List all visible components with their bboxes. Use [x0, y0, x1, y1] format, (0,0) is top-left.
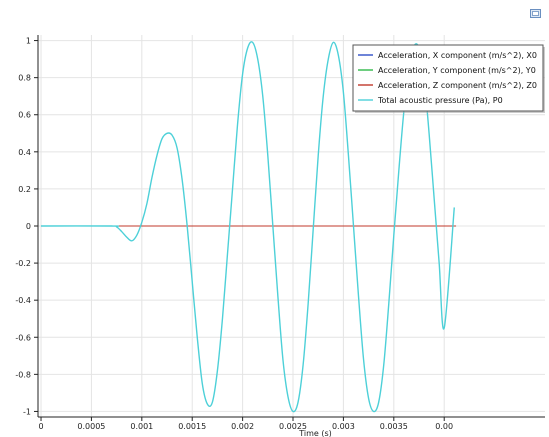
x-tick-label: 0.0035 [380, 422, 408, 431]
legend[interactable]: Acceleration, X component (m/s^2), X0 Acc… [352, 44, 545, 113]
x-axis-title: Time (s) [298, 429, 332, 437]
x-tick-label: 0.0005 [77, 422, 105, 431]
x-tick-label: 0.001 [130, 422, 153, 431]
x-tick-label: 0.0015 [178, 422, 206, 431]
y-tick-label: 0.8 [18, 74, 31, 83]
y-tick-label: 0.6 [18, 111, 31, 120]
x-tick-label: 0.00 [435, 422, 453, 431]
y-tick-label: 0.4 [18, 148, 31, 157]
legend-label: Acceleration, Z component (m/s^2), Z0 [378, 81, 537, 90]
x-tick-label: 0 [38, 422, 43, 431]
y-tick-label: 0.2 [18, 185, 31, 194]
series-line [41, 41, 455, 413]
y-tick-label: -0.2 [15, 259, 31, 268]
y-tick-label: -0.8 [15, 370, 31, 379]
y-tick-label: -0.6 [15, 333, 31, 342]
x-tick-label: 0.002 [231, 422, 254, 431]
legend-label: Acceleration, X component (m/s^2), X0 [378, 51, 537, 60]
legend-label: Acceleration, Y component (m/s^2), Y0 [378, 66, 536, 75]
axes: 0 0.0005 0.001 0.0015 0.002 0.0025 0.003 0.0035… [15, 35, 545, 431]
x-tick-label: 0.0025 [279, 422, 307, 431]
legend-label: Total acoustic pressure (Pa), P0 [377, 96, 503, 105]
y-tick-label: -1 [23, 407, 31, 416]
series-group [41, 41, 457, 413]
y-tick-label: -0.4 [15, 296, 31, 305]
x-tick-label: 0.003 [332, 422, 355, 431]
legend-box [352, 44, 544, 112]
y-tick-label: 1 [26, 37, 31, 46]
y-tick-label: 0 [26, 222, 31, 231]
expand-icon[interactable] [530, 9, 541, 18]
